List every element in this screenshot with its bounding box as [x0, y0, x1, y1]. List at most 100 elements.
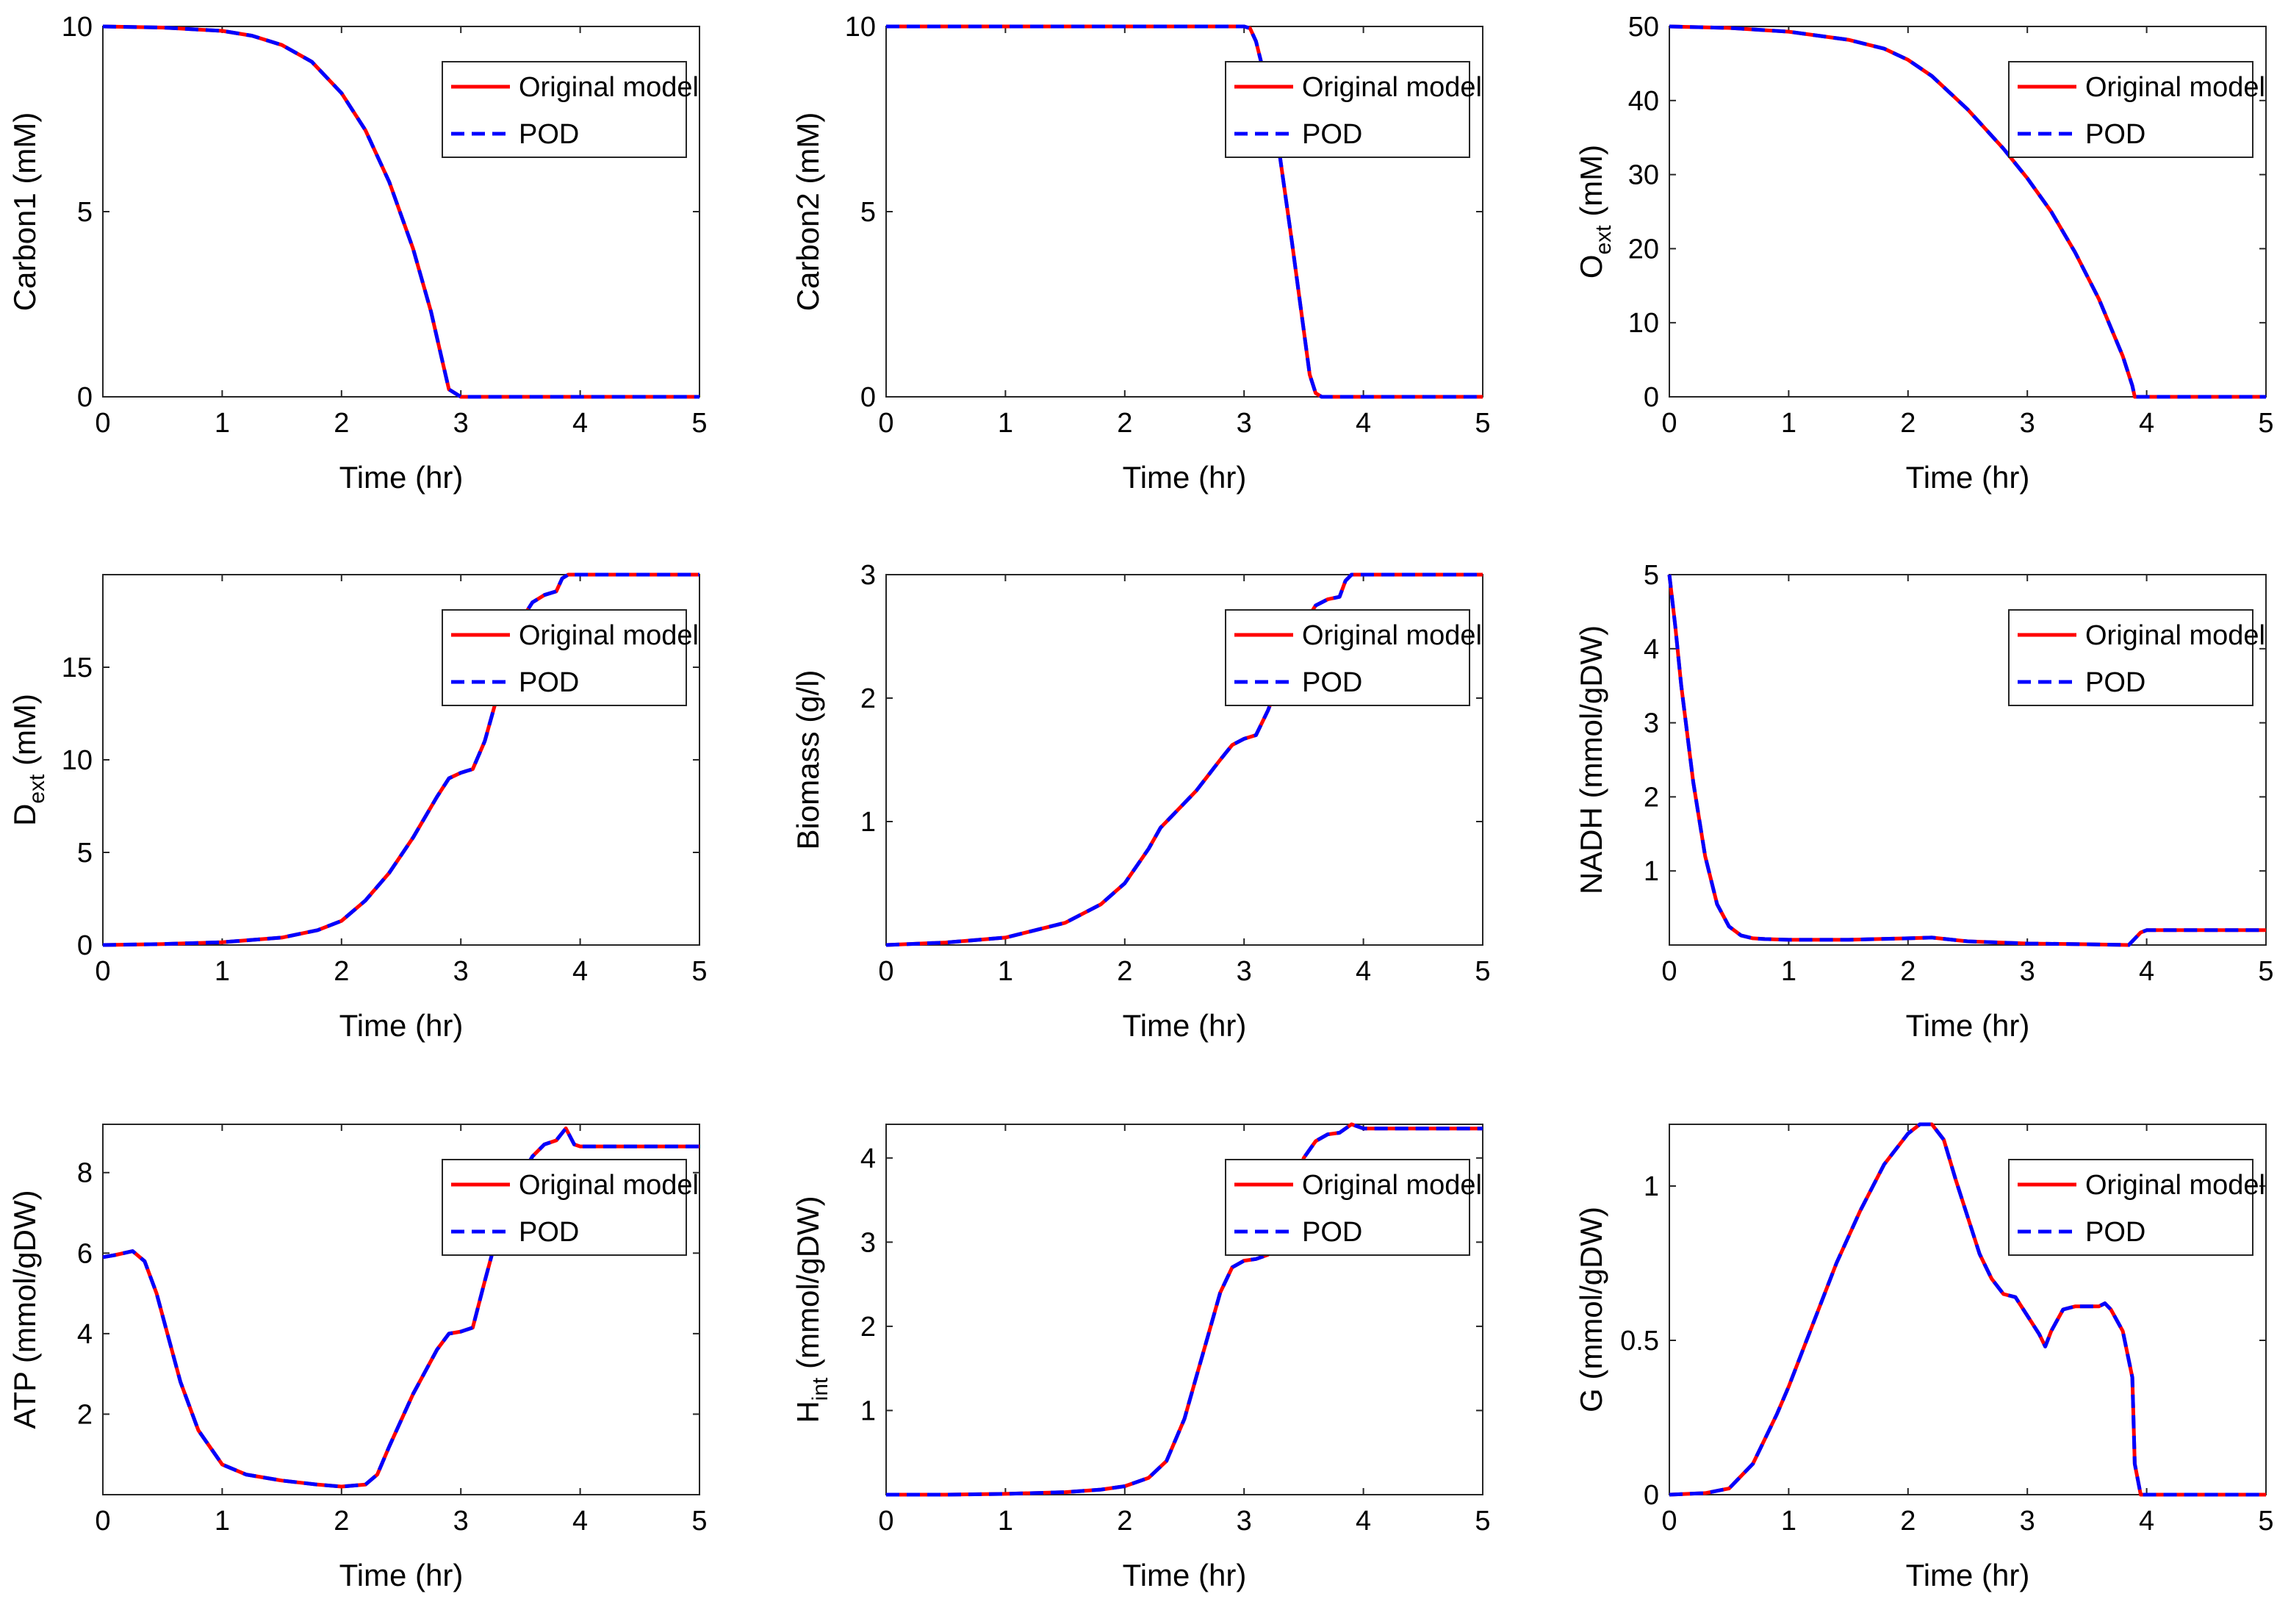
legend: Original model POD	[2008, 1159, 2265, 1256]
x-tick-label: 0	[878, 408, 893, 439]
chart-atp: 0 1 2 3 4 5 2 4 6 8 Time (hr) ATP (mmol/gDW) Origina…	[7, 1124, 708, 1592]
x-tick-label: 2	[1900, 408, 1916, 439]
y-tick-label: 1	[1644, 856, 1659, 887]
x-tick-label: 0	[95, 956, 110, 987]
chart-carbon2: 0 1 2 3 4 5 0 5 10 Time (hr) Carbon2 (mM) Original …	[791, 12, 1491, 495]
legend: Original model POD	[1225, 61, 1482, 158]
legend: Original model POD	[1225, 1159, 1482, 1256]
y-tick-label: 8	[77, 1158, 93, 1189]
legend-label: Original model	[2085, 72, 2265, 103]
y-tick-label: 5	[860, 197, 876, 228]
x-tick-label: 0	[95, 1506, 110, 1537]
y-axis-label-base: Carbon2	[791, 193, 825, 311]
x-tick-label: 2	[334, 956, 349, 987]
y-axis-label: G (mmol/gDW)	[1574, 1207, 1608, 1412]
legend-label: POD	[2085, 119, 2145, 150]
y-axis-label-unit: (mM)	[7, 694, 42, 775]
x-tick-label: 1	[215, 1506, 230, 1537]
x-tick-label: 2	[1117, 408, 1132, 439]
chart-biomass: 0 1 2 3 4 5 1 2 3 Time (hr) Biomass (g/l) Original …	[791, 560, 1491, 1043]
y-tick-label: 0.5	[1620, 1326, 1659, 1357]
legend-label: Original model	[1302, 620, 1482, 651]
y-tick-label: 50	[1628, 12, 1659, 43]
y-tick-label: 5	[1644, 560, 1659, 591]
y-tick-label: 1	[860, 1395, 876, 1426]
legend-label: Original model	[519, 72, 699, 103]
y-axis-label: Biomass (g/l)	[791, 669, 825, 849]
y-tick-label: 5	[77, 197, 93, 228]
y-tick-label: 2	[77, 1399, 93, 1430]
y-tick-label: 4	[77, 1319, 93, 1350]
y-tick-label: 15	[62, 653, 93, 683]
x-tick-label: 4	[1356, 1506, 1371, 1537]
y-tick-label: 1	[860, 807, 876, 838]
legend-label: Original model	[1302, 1170, 1482, 1201]
x-tick-label: 3	[1237, 1506, 1252, 1537]
legend-label: Original model	[1302, 72, 1482, 103]
x-tick-label: 3	[2020, 408, 2035, 439]
legend-box	[1225, 1159, 1470, 1256]
x-tick-label: 0	[1661, 1506, 1677, 1537]
x-tick-label: 2	[1117, 956, 1132, 987]
y-tick-label: 4	[1644, 634, 1659, 665]
x-tick-label: 5	[1475, 956, 1490, 987]
x-tick-label: 0	[878, 1506, 893, 1537]
y-axis-label: ATP (mmol/gDW)	[7, 1190, 42, 1429]
x-tick-label: 2	[334, 408, 349, 439]
x-tick-label: 5	[2258, 408, 2273, 439]
x-tick-label: 5	[1475, 408, 1490, 439]
x-tick-label: 4	[2139, 956, 2154, 987]
y-axis-label-base: D	[7, 804, 42, 826]
y-axis-label-unit: (mM)	[791, 112, 825, 193]
x-tick-label: 0	[1661, 408, 1677, 439]
x-tick-label: 4	[572, 956, 588, 987]
legend: Original model POD	[1225, 609, 1482, 706]
x-tick-label: 3	[453, 1506, 469, 1537]
y-tick-label: 10	[62, 12, 93, 43]
x-tick-label: 5	[691, 408, 707, 439]
legend: Original model POD	[2008, 61, 2265, 158]
y-axis-label: NADH (mmol/gDW)	[1574, 625, 1608, 894]
x-tick-label: 1	[1781, 956, 1796, 987]
series-line-pod	[102, 1127, 699, 1489]
series-line-pod	[102, 572, 699, 947]
y-axis-label-base: ATP	[7, 1372, 42, 1429]
x-tick-label: 4	[1356, 408, 1371, 439]
legend-box	[1225, 61, 1470, 158]
y-tick-label: 0	[860, 382, 876, 413]
x-tick-label: 3	[453, 408, 469, 439]
y-axis-label: Hint (mmol/gDW)	[791, 1196, 832, 1423]
x-tick-label: 4	[2139, 408, 2154, 439]
y-axis-label: Oext (mM)	[1574, 145, 1616, 279]
legend-box	[442, 1159, 687, 1256]
x-tick-label: 3	[1237, 956, 1252, 987]
x-tick-label: 1	[215, 956, 230, 987]
chart-g: 0 1 2 3 4 5 0 0.5 1 Time (hr) G (mmol/gDW) Original…	[1574, 1122, 2274, 1592]
legend-box	[442, 61, 687, 158]
legend: Original model POD	[442, 61, 699, 158]
x-tick-label: 1	[998, 956, 1013, 987]
y-tick-label: 30	[1628, 160, 1659, 191]
legend-box	[2008, 61, 2253, 158]
y-axis-label-unit: (mmol/gDW)	[791, 1196, 825, 1377]
x-tick-label: 1	[1781, 408, 1796, 439]
y-axis-label-base: O	[1574, 254, 1608, 279]
legend-label: POD	[1302, 119, 1362, 150]
y-tick-label: 6	[77, 1238, 93, 1269]
x-tick-label: 3	[2020, 956, 2035, 987]
x-tick-label: 4	[2139, 1506, 2154, 1537]
x-axis-label: Time (hr)	[1906, 1008, 2030, 1043]
legend-label: POD	[2085, 667, 2145, 698]
series-line-pod	[1669, 24, 2266, 399]
x-axis-label: Time (hr)	[1906, 460, 2030, 495]
chart-hint: 0 1 2 3 4 5 1 2 3 4 Time (hr) Hint (mmol/gDW) Origin…	[791, 1122, 1491, 1592]
series-line-pod	[885, 572, 1483, 947]
y-tick-label: 0	[1644, 382, 1659, 413]
series-line-pod	[1667, 574, 2266, 947]
y-axis-label-base: Carbon1	[7, 193, 42, 311]
y-axis-label-unit: (mmol/gDW)	[7, 1190, 42, 1371]
legend-box	[2008, 609, 2253, 706]
y-tick-label: 4	[860, 1143, 876, 1174]
